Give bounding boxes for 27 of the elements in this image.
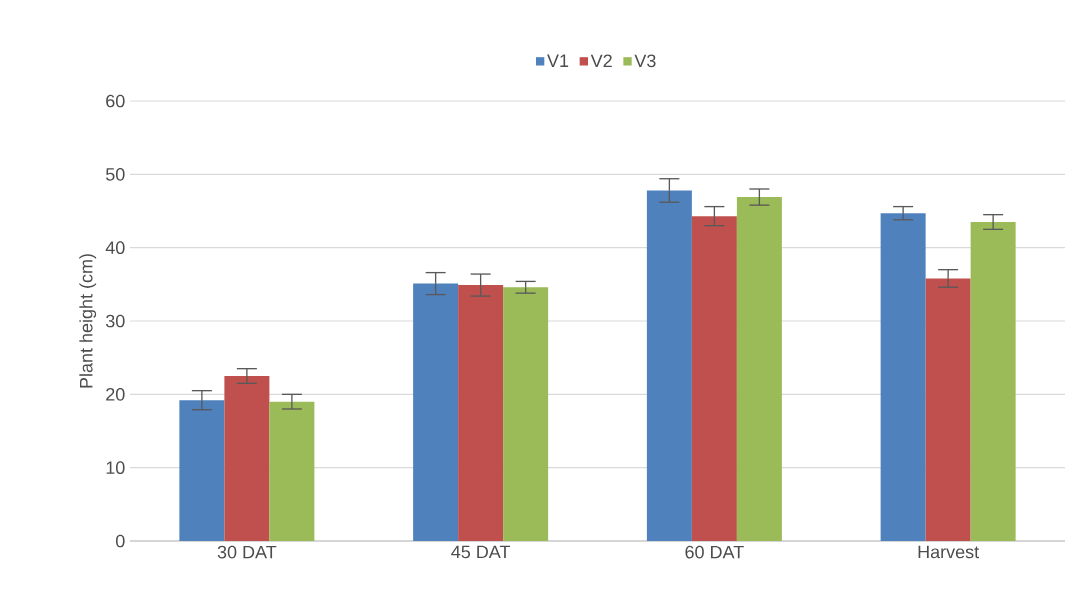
y-tick-label: 30 — [105, 314, 125, 328]
bar — [646, 190, 692, 541]
y-tick-label: 60 — [106, 94, 125, 108]
y-axis-title: Plant height (cm) — [79, 254, 97, 388]
y-tick-label: 0 — [115, 534, 125, 548]
legend-label: V1 — [547, 54, 569, 67]
bar — [503, 287, 549, 541]
bar — [179, 400, 225, 541]
x-tick-label: Harvest — [918, 545, 979, 559]
bar — [970, 222, 1016, 541]
x-tick-label: 60 DAT — [685, 545, 744, 559]
y-tick-label: 50 — [105, 167, 125, 181]
y-tick-label: 10 — [106, 461, 125, 475]
bar — [269, 401, 315, 541]
y-tick-label: 40 — [105, 241, 125, 255]
y-tick-label: 20 — [106, 387, 125, 401]
legend-label: V2 — [590, 54, 612, 68]
bar — [458, 285, 504, 541]
bar — [224, 376, 270, 541]
x-tick-label: 30 DAT — [217, 545, 277, 559]
legend-label: V3 — [634, 54, 656, 68]
bar — [413, 283, 459, 541]
bar — [880, 213, 926, 541]
bar — [736, 197, 782, 541]
bar — [691, 216, 737, 541]
x-tick-label: 45 DAT — [451, 545, 511, 559]
bar — [925, 278, 971, 541]
